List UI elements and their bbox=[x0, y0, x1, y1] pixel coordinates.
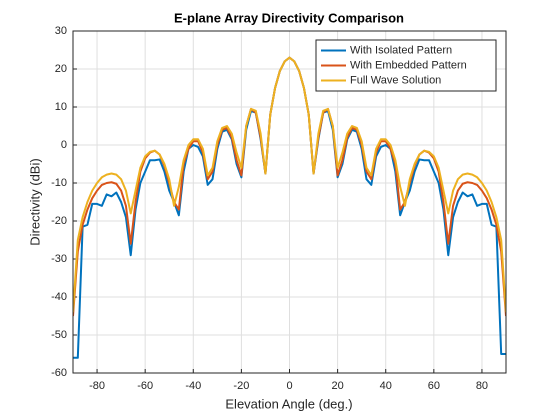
legend-label: With Isolated Pattern bbox=[350, 44, 452, 56]
legend-label: Full Wave Solution bbox=[350, 74, 441, 86]
axes-box bbox=[72, 30, 507, 374]
x-tick-label: 40 bbox=[380, 380, 392, 392]
series-line bbox=[73, 56, 506, 313]
y-tick-label: -20 bbox=[51, 215, 67, 227]
legend: With Isolated Pattern With Embedded Patte… bbox=[315, 39, 497, 92]
x-tick-label: -40 bbox=[185, 380, 201, 392]
y-tick-label: -30 bbox=[51, 253, 67, 265]
x-tick-label: -80 bbox=[89, 380, 105, 392]
x-tick-label: 80 bbox=[476, 380, 488, 392]
legend-label: With Embedded Pattern bbox=[350, 59, 467, 71]
y-tick-label: -60 bbox=[51, 367, 67, 379]
x-tick-label: -20 bbox=[233, 380, 249, 392]
y-tick-label: 10 bbox=[55, 101, 67, 113]
y-tick-label: 20 bbox=[55, 63, 67, 75]
x-tick-label: -60 bbox=[137, 380, 153, 392]
chart-title: E-plane Array Directivity Comparison bbox=[174, 10, 404, 25]
y-tick-label: -40 bbox=[51, 291, 67, 303]
y-tick-label: -50 bbox=[51, 329, 67, 341]
y-tick-label: -10 bbox=[51, 177, 67, 189]
y-tick-label: 0 bbox=[61, 139, 67, 151]
x-axis-label: Elevation Angle (deg.) bbox=[225, 396, 352, 411]
x-tick-label: 0 bbox=[286, 380, 292, 392]
y-axis-label: Directivity (dBi) bbox=[27, 158, 42, 245]
x-tick-label: 60 bbox=[428, 380, 440, 392]
y-tick-label: 30 bbox=[55, 25, 67, 37]
x-tick-label: 20 bbox=[331, 380, 343, 392]
